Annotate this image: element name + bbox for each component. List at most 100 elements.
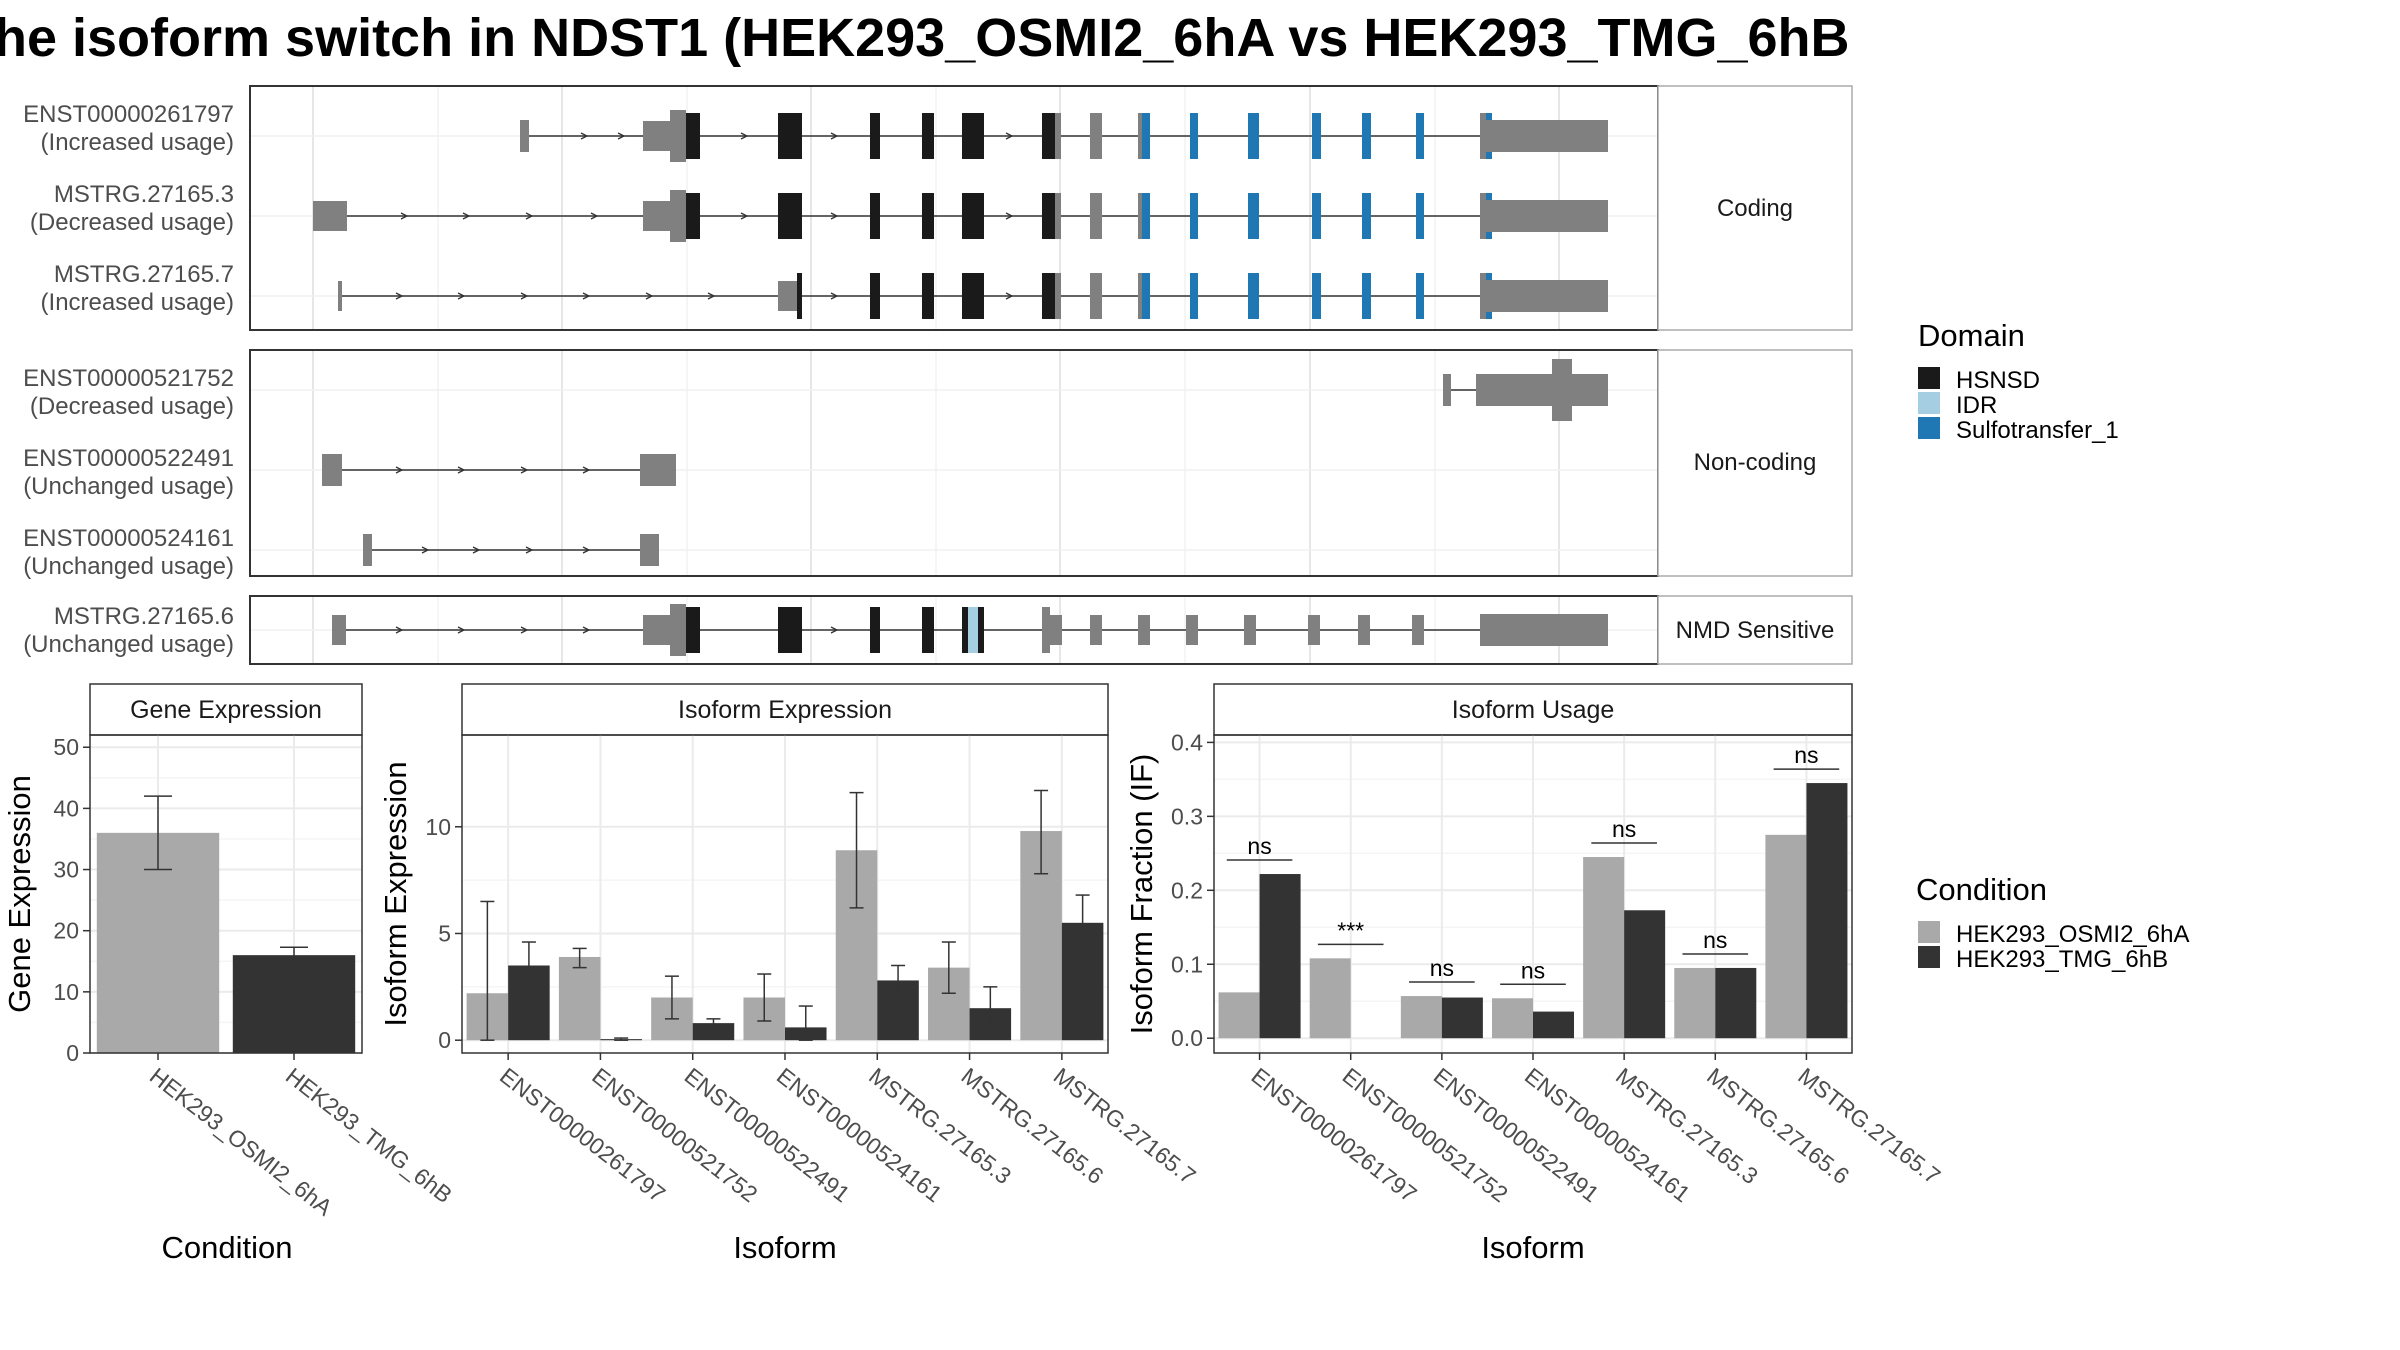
x-axis-title: Isoform: [733, 1230, 836, 1265]
panel-strip: [89, 683, 363, 736]
intron-arrow: [421, 546, 430, 554]
sulfotransfer-exon: [1416, 273, 1424, 319]
bar: [1218, 992, 1260, 1039]
utr-exon: [363, 534, 372, 566]
y-axis-title: Isoform Fraction (IF): [1124, 754, 1159, 1035]
cond-b-swatch: [1918, 946, 1940, 968]
bar-charts: Gene Expression01020304050HEK293_OSMI2_6…: [2, 683, 1945, 1265]
intron-arrow: [520, 626, 529, 634]
utr-exon: [520, 120, 529, 152]
bar: [1533, 1011, 1575, 1039]
sulfotransfer-exon: [1190, 113, 1198, 159]
domain-legend: Domain HSNSD IDR Sulfotransfer_1: [1918, 318, 2119, 444]
hsnsd-swatch: [1918, 367, 1940, 389]
x-tick-label: ENST00000522491: [1429, 1062, 1604, 1207]
y-axis-title: Isoform Expression: [378, 761, 413, 1026]
sulfotransfer-exon: [1190, 273, 1198, 319]
sulfotransfer-exon: [1416, 113, 1424, 159]
utr-exon: [1042, 607, 1050, 653]
cds-exon: [1055, 113, 1061, 159]
intron-arrow: [740, 132, 749, 140]
y-tick-label: 0.3: [1171, 803, 1203, 829]
intron-arrow: [582, 546, 591, 554]
intron-arrow: [457, 466, 466, 474]
utr-exon: [1552, 359, 1572, 421]
y-axis-title: Gene Expression: [2, 775, 37, 1013]
bar: [1441, 997, 1483, 1039]
sulfotransfer-exon: [1142, 273, 1150, 319]
hsnsd-exon: [870, 273, 880, 319]
intron-arrow: [395, 466, 404, 474]
figure-title: he isoform switch in NDST1 (HEK293_OSMI2…: [0, 8, 1850, 68]
sulfotransfer-exon: [1248, 273, 1259, 319]
intron-arrow: [400, 212, 409, 220]
x-tick-label: ENST00000261797: [1246, 1062, 1421, 1207]
utr-exon: [778, 281, 798, 311]
bar: [1715, 967, 1757, 1039]
noncoding-strip-label: Non-coding: [1694, 449, 1817, 476]
cds-exon: [1090, 193, 1102, 239]
utr-exon: [1486, 200, 1608, 232]
utr-exon: [1480, 614, 1608, 646]
significance-label: ns: [1247, 833, 1271, 859]
y-tick-label: 30: [53, 857, 79, 883]
bar: [1765, 834, 1807, 1039]
significance-label: ns: [1430, 955, 1454, 981]
intron-arrow: [395, 626, 404, 634]
usage-label: (Unchanged usage): [23, 631, 234, 658]
bar: [692, 1023, 735, 1041]
usage-label: (Increased usage): [41, 129, 234, 156]
y-tick-label: 10: [53, 979, 79, 1005]
hsnsd-exon: [922, 273, 934, 319]
intron-arrow: [590, 212, 599, 220]
hsnsd-exon: [870, 193, 880, 239]
sulfotransfer-exon: [1142, 113, 1150, 159]
intron-arrow: [520, 292, 529, 300]
noncoding-strip: [1657, 349, 1853, 577]
intron-arrow: [740, 212, 749, 220]
sulfotransfer-exon: [1416, 193, 1424, 239]
isoform-label: MSTRG.27165.6: [54, 603, 234, 630]
isoform-label: MSTRG.27165.7: [54, 261, 234, 288]
utr-exon: [1443, 374, 1451, 406]
isoform-label: MSTRG.27165.3: [54, 181, 234, 208]
sulfotransfer-legend-label: Sulfotransfer_1: [1956, 417, 2119, 444]
y-tick-label: 0.1: [1171, 951, 1203, 977]
utr-exon: [322, 454, 342, 486]
domain-legend-title: Domain: [1918, 318, 2025, 353]
cds-exon: [1055, 193, 1061, 239]
y-tick-label: 50: [53, 734, 79, 760]
cds-exon: [1090, 273, 1102, 319]
y-tick-label: 0: [438, 1027, 451, 1053]
intron-arrow: [1005, 212, 1014, 220]
sulfotransfer-exon: [1312, 273, 1321, 319]
hsnsd-legend-label: HSNSD: [1956, 367, 2040, 394]
x-tick-label: ENST00000521752: [587, 1062, 762, 1207]
bar: [1674, 967, 1716, 1039]
usage-label: (Decreased usage): [30, 393, 234, 420]
idr-legend-label: IDR: [1956, 392, 1997, 419]
hsnsd-exon: [962, 193, 984, 239]
usage-label: (Unchanged usage): [23, 553, 234, 580]
bar: [232, 955, 356, 1053]
hsnsd-exon: [686, 193, 700, 239]
usage-label: (Increased usage): [41, 289, 234, 316]
significance-label: ns: [1703, 927, 1727, 953]
cds-exon: [1055, 273, 1061, 319]
sulfotransfer-exon: [1362, 193, 1371, 239]
hsnsd-exon: [778, 607, 802, 653]
y-tick-label: 0.0: [1171, 1025, 1203, 1051]
y-tick-label: 10: [425, 814, 451, 840]
utr-exon: [1138, 615, 1150, 645]
sulfotransfer-exon: [1190, 193, 1198, 239]
utr-exon: [1050, 615, 1062, 645]
hsnsd-exon: [1042, 273, 1056, 319]
sulfotransfer-exon: [1312, 113, 1321, 159]
utr-exon: [670, 190, 686, 242]
hsnsd-exon: [797, 273, 802, 319]
intron-arrow: [707, 292, 716, 300]
utr-exon: [1244, 615, 1256, 645]
y-tick-label: 5: [438, 920, 451, 946]
hsnsd-exon: [778, 113, 802, 159]
